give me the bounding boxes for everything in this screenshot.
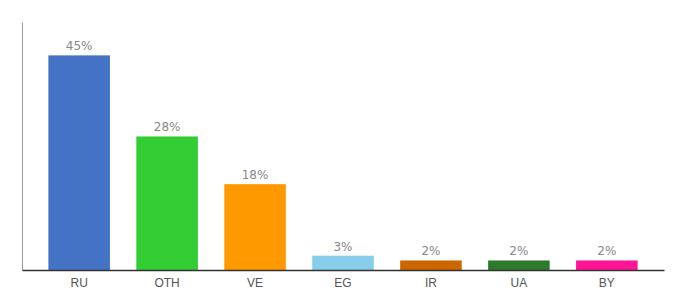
x-tick-label: EG	[334, 276, 351, 290]
plot-area: RU OTH VE EG IR UA BY 45% 28% 18% 3% 2% 2% 2%	[23, 23, 665, 290]
x-tick: IR	[425, 276, 437, 290]
y-axis	[22, 23, 23, 271]
x-tick-label: IR	[425, 276, 437, 290]
data-label: 2%	[509, 244, 528, 258]
x-tick: EG	[334, 276, 351, 290]
bar	[576, 260, 638, 270]
bar	[48, 55, 110, 270]
bar	[312, 256, 374, 270]
x-tick: RU	[70, 276, 87, 290]
x-axis-line	[23, 270, 665, 272]
data-label: 45%	[66, 39, 93, 53]
chart-container: RU OTH VE EG IR UA BY 45% 28% 18% 3% 2% 2% 2%	[0, 0, 680, 300]
x-tick-label: VE	[247, 276, 263, 290]
x-tick-label: BY	[599, 276, 615, 290]
bar	[224, 184, 286, 270]
x-tick-label: UA	[511, 276, 528, 290]
x-axis: RU OTH VE EG IR UA BY	[23, 271, 665, 290]
data-label: 3%	[333, 240, 352, 254]
y-axis-line	[22, 23, 23, 271]
data-label: 2%	[597, 244, 616, 258]
bar	[400, 260, 462, 270]
bars	[48, 55, 637, 270]
data-label: 28%	[154, 120, 181, 134]
x-tick: VE	[247, 276, 263, 290]
chart-svg: RU OTH VE EG IR UA BY 45% 28% 18% 3% 2% 2% 2%	[0, 0, 680, 300]
x-tick-label: OTH	[154, 276, 179, 290]
x-tick: UA	[511, 276, 528, 290]
x-tick: OTH	[154, 276, 179, 290]
data-label: 2%	[421, 244, 440, 258]
x-tick-label: RU	[70, 276, 87, 290]
bar	[488, 260, 550, 270]
data-label: 18%	[242, 168, 269, 182]
x-tick: BY	[599, 276, 615, 290]
data-labels: 45% 28% 18% 3% 2% 2% 2%	[66, 39, 617, 258]
bar	[136, 136, 198, 270]
